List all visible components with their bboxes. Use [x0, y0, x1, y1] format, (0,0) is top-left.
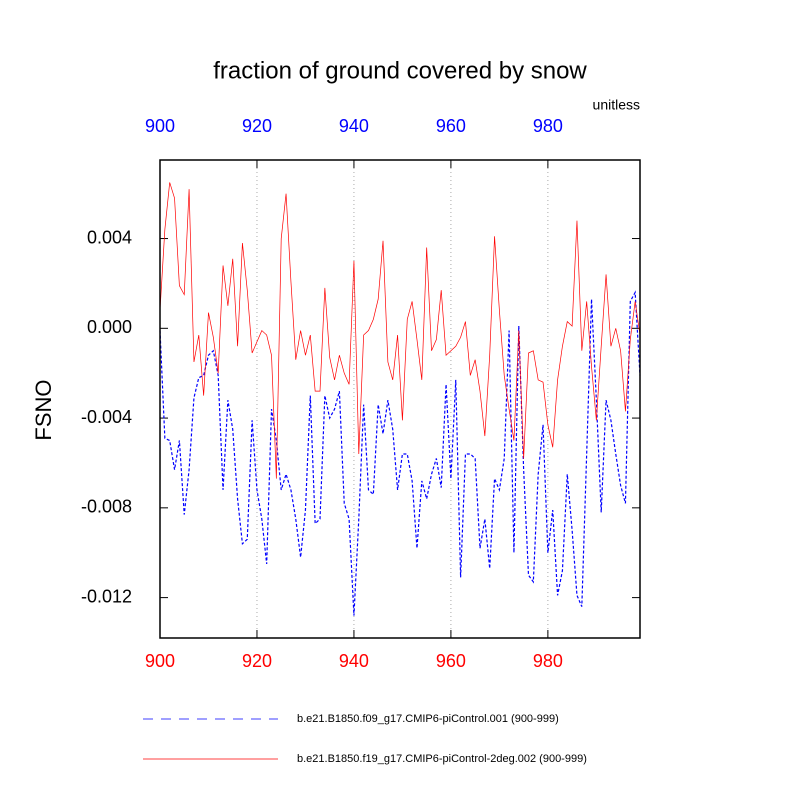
plot-frame: [159, 159, 641, 639]
y-tick-label: -0.008: [81, 497, 132, 517]
x-tick-label: 980: [533, 651, 563, 671]
y-tick-label: 0.004: [87, 227, 132, 247]
x-tick-label-top: 920: [242, 116, 272, 136]
x-tick-label: 920: [242, 651, 272, 671]
x-tick-label: 940: [339, 651, 369, 671]
x-tick-label-top: 900: [145, 116, 175, 136]
x-tick-label: 960: [436, 651, 466, 671]
x-tick-label-top: 960: [436, 116, 466, 136]
chart-title: fraction of ground covered by snow: [213, 57, 587, 84]
y-tick-label: -0.012: [81, 586, 132, 606]
series-line: [159, 290, 641, 616]
x-tick-label-top: 980: [533, 116, 563, 136]
legend-label: b.e21.B1850.f19_g17.CMIP6-piControl-2deg…: [297, 753, 587, 765]
units: unitless: [593, 97, 640, 113]
y-axis-label: FSNO: [31, 379, 56, 440]
series-line: [159, 182, 641, 479]
x-tick-label-top: 940: [339, 116, 369, 136]
legend-label: b.e21.B1850.f09_g17.CMIP6-piControl.001 …: [297, 713, 559, 725]
y-tick-label: -0.004: [81, 407, 132, 427]
y-tick-label: 0.000: [87, 317, 132, 337]
x-tick-label: 900: [145, 651, 175, 671]
